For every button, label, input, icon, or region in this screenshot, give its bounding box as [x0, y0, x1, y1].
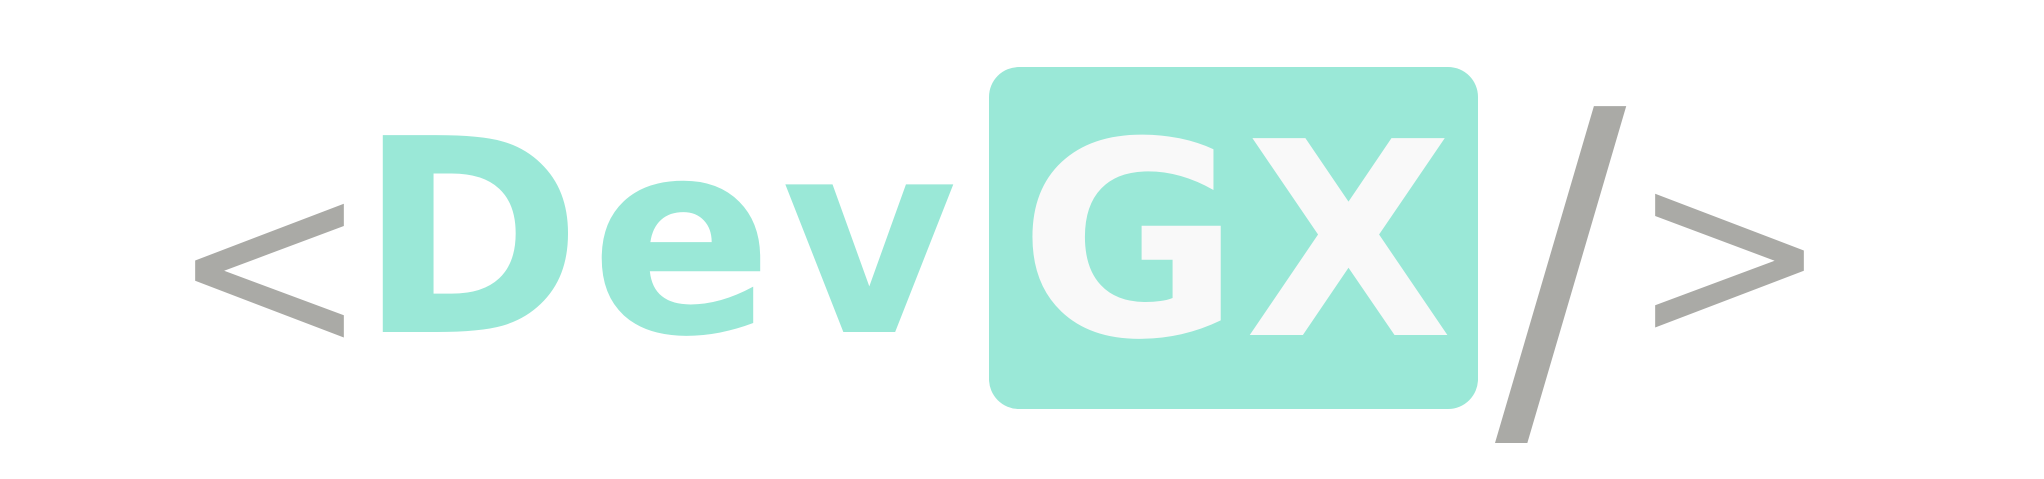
close-angle-bracket: > [1630, 107, 1830, 398]
slash: / [1495, 24, 1627, 479]
gx-badge-text: GX [1019, 84, 1457, 399]
open-angle-bracket: < [170, 117, 370, 408]
logo-word-dev: Dev [358, 81, 966, 396]
gx-badge: GX [989, 67, 1478, 409]
